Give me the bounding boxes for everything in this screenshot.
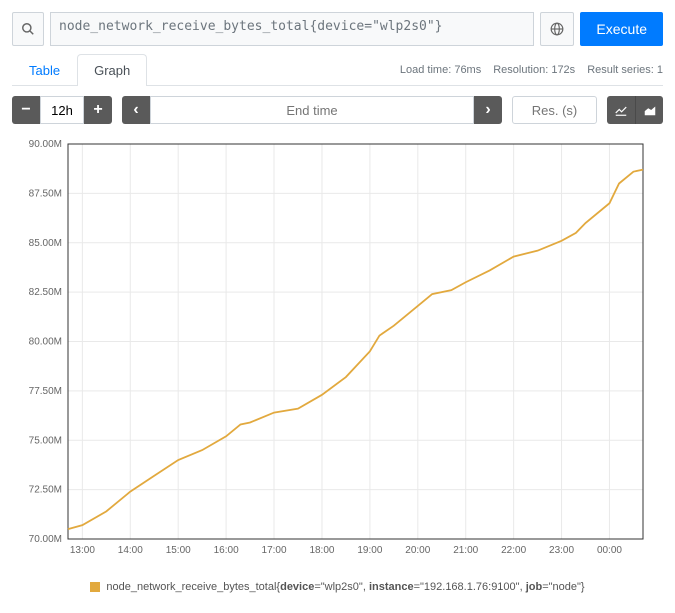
svg-text:85.00M: 85.00M	[29, 238, 62, 249]
range-plus-button[interactable]: +	[84, 96, 112, 124]
svg-text:20:00: 20:00	[405, 545, 430, 556]
search-icon[interactable]	[12, 12, 44, 46]
svg-text:80.00M: 80.00M	[29, 337, 62, 348]
range-input[interactable]	[40, 96, 84, 124]
status-resolution: Resolution: 172s	[493, 64, 575, 76]
tab-table[interactable]: Table	[12, 54, 77, 86]
time-prev-button[interactable]: ‹	[122, 96, 150, 124]
range-minus-button[interactable]: −	[12, 96, 40, 124]
line-mode-button[interactable]	[607, 96, 635, 124]
legend-swatch	[90, 582, 100, 592]
time-nav-group: ‹ ›	[122, 96, 502, 124]
svg-text:82.50M: 82.50M	[29, 287, 62, 298]
svg-text:70.00M: 70.00M	[29, 534, 62, 545]
end-time-input[interactable]	[150, 96, 474, 124]
controls-row: − + ‹ ›	[12, 96, 663, 124]
query-row: node_network_receive_bytes_total{device=…	[12, 12, 663, 46]
status-load-time: Load time: 76ms	[400, 64, 481, 76]
globe-icon[interactable]	[540, 12, 574, 46]
legend-label: node_network_receive_bytes_total{device=…	[106, 581, 584, 593]
svg-text:15:00: 15:00	[166, 545, 191, 556]
svg-text:90.00M: 90.00M	[29, 139, 62, 150]
stacked-mode-button[interactable]	[635, 96, 663, 124]
line-chart: 70.00M 72.50M 75.00M 77.50M 80.00M 82.50M 85.0…	[16, 134, 651, 564]
svg-text:14:00: 14:00	[118, 545, 143, 556]
tabs-row: Table Graph Load time: 76ms Resolution: …	[12, 54, 663, 86]
svg-text:17:00: 17:00	[262, 545, 287, 556]
svg-text:00:00: 00:00	[597, 545, 622, 556]
range-group: − +	[12, 96, 112, 124]
svg-text:19:00: 19:00	[357, 545, 382, 556]
chart-area: 70.00M 72.50M 75.00M 77.50M 80.00M 82.50M 85.0…	[16, 134, 663, 567]
execute-button[interactable]: Execute	[580, 12, 663, 46]
status-info: Load time: 76ms Resolution: 172s Result …	[400, 64, 663, 76]
svg-text:18:00: 18:00	[309, 545, 334, 556]
tab-graph[interactable]: Graph	[77, 54, 147, 86]
svg-text:22:00: 22:00	[501, 545, 526, 556]
svg-text:77.50M: 77.50M	[29, 386, 62, 397]
svg-text:72.50M: 72.50M	[29, 485, 62, 496]
legend: node_network_receive_bytes_total{device=…	[12, 581, 663, 593]
svg-text:87.50M: 87.50M	[29, 188, 62, 199]
status-result-series: Result series: 1	[587, 64, 663, 76]
query-input[interactable]: node_network_receive_bytes_total{device=…	[50, 12, 534, 46]
svg-text:21:00: 21:00	[453, 545, 478, 556]
svg-text:13:00: 13:00	[70, 545, 95, 556]
resolution-input[interactable]	[512, 96, 597, 124]
time-next-button[interactable]: ›	[474, 96, 502, 124]
svg-text:75.00M: 75.00M	[29, 435, 62, 446]
chart-mode-group	[607, 96, 663, 124]
svg-text:16:00: 16:00	[214, 545, 239, 556]
svg-text:23:00: 23:00	[549, 545, 574, 556]
